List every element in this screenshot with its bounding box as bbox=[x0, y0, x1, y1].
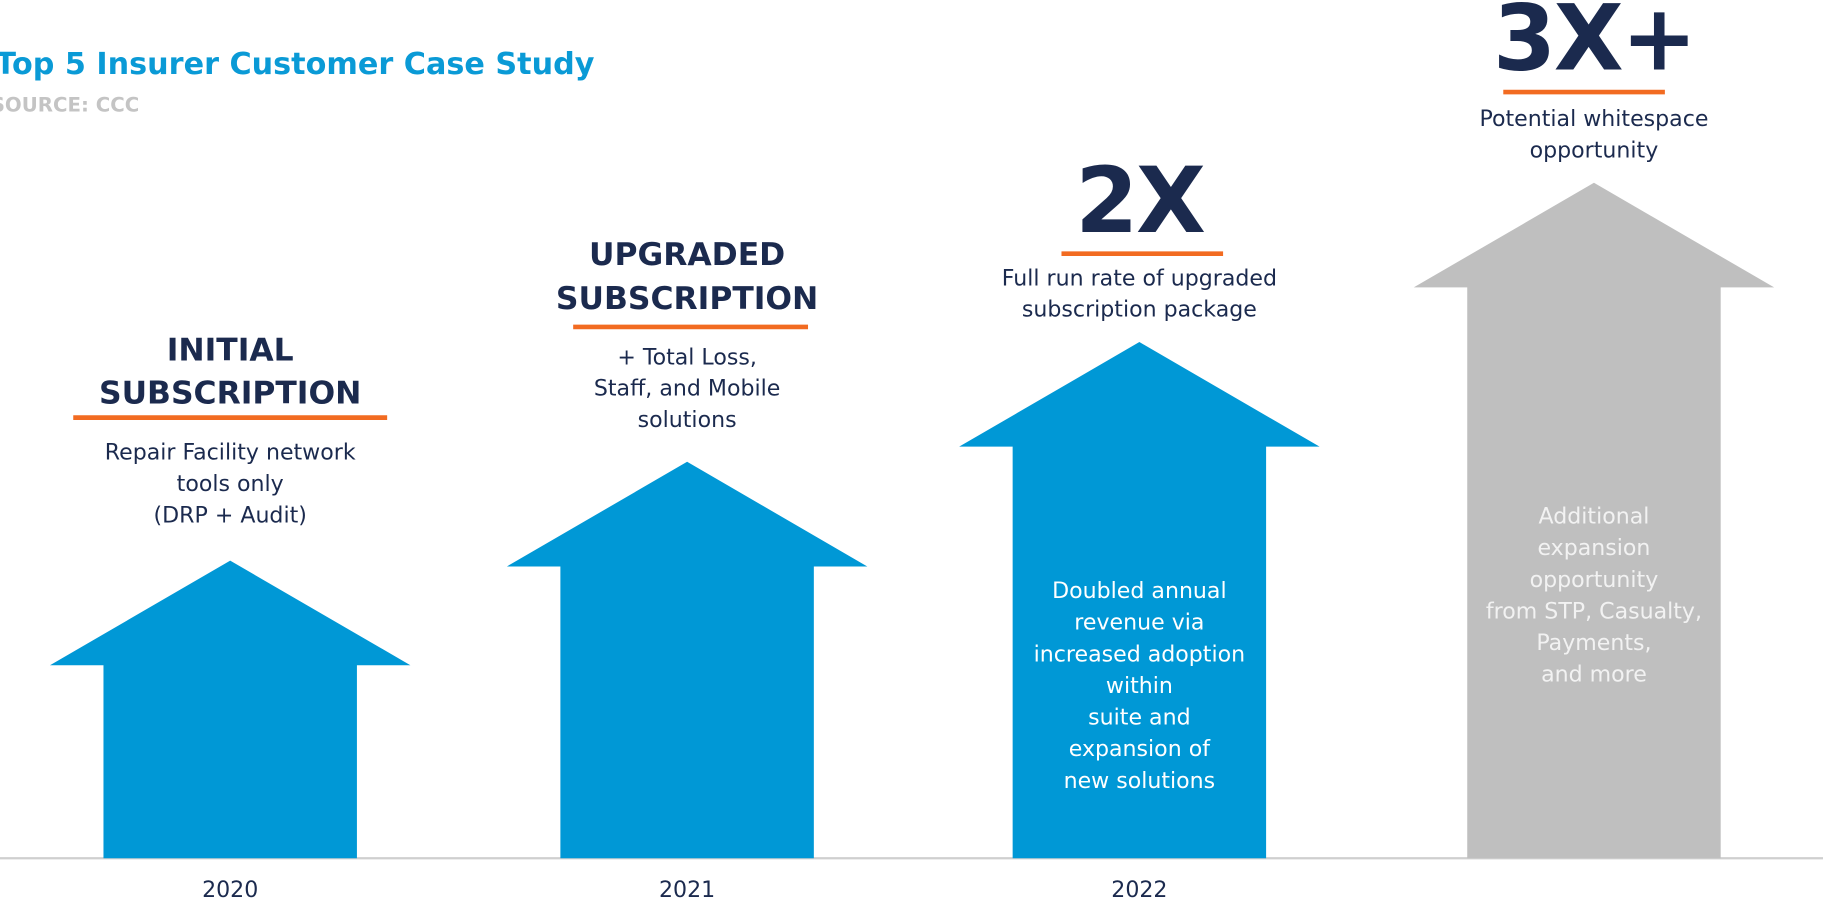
description: opportunity bbox=[1530, 138, 1659, 163]
heading: 2X bbox=[1075, 149, 1205, 254]
arrow-text: Payments, bbox=[1536, 631, 1651, 656]
heading: SUBSCRIPTION bbox=[99, 375, 361, 411]
heading: SUBSCRIPTION bbox=[556, 281, 818, 317]
heading: INITIAL bbox=[167, 332, 294, 368]
arrow bbox=[959, 342, 1320, 859]
description: solutions bbox=[638, 408, 737, 433]
arrow-text: from STP, Casualty, bbox=[1486, 599, 1702, 624]
description: Full run rate of upgraded bbox=[1002, 266, 1277, 291]
arrow bbox=[1413, 182, 1775, 859]
arrow bbox=[506, 461, 868, 859]
heading: UPGRADED bbox=[589, 237, 785, 273]
description: subscription package bbox=[1022, 298, 1257, 323]
heading: 3X+ bbox=[1493, 0, 1695, 91]
arrow-text: increased adoption bbox=[1034, 642, 1245, 667]
arrow-text: suite and bbox=[1088, 706, 1190, 731]
arrow bbox=[49, 560, 411, 859]
year: 2021 bbox=[659, 878, 715, 903]
description: tools only bbox=[177, 472, 284, 497]
arrow-text: expansion of bbox=[1069, 737, 1211, 762]
description: + Total Loss, bbox=[617, 345, 757, 370]
arrow-text: expansion bbox=[1537, 536, 1650, 561]
arrow-text: within bbox=[1106, 674, 1173, 699]
description: Staff, and Mobile bbox=[594, 377, 780, 402]
arrow-text: Doubled annual bbox=[1052, 579, 1226, 604]
arrow-text: opportunity bbox=[1530, 568, 1659, 593]
arrow-text: and more bbox=[1541, 663, 1647, 688]
arrow-text: revenue via bbox=[1074, 611, 1204, 636]
arrow-text: new solutions bbox=[1064, 769, 1216, 794]
source: SOURCE: CCC bbox=[0, 94, 139, 117]
year: 2022 bbox=[1111, 878, 1167, 903]
year: 2020 bbox=[202, 878, 258, 903]
arrow-text: Additional bbox=[1539, 505, 1650, 530]
title: Top 5 Insurer Customer Case Study bbox=[0, 47, 595, 82]
description: (DRP + Audit) bbox=[154, 503, 307, 528]
description: Potential whitespace bbox=[1479, 107, 1708, 132]
description: Repair Facility network bbox=[105, 441, 356, 466]
